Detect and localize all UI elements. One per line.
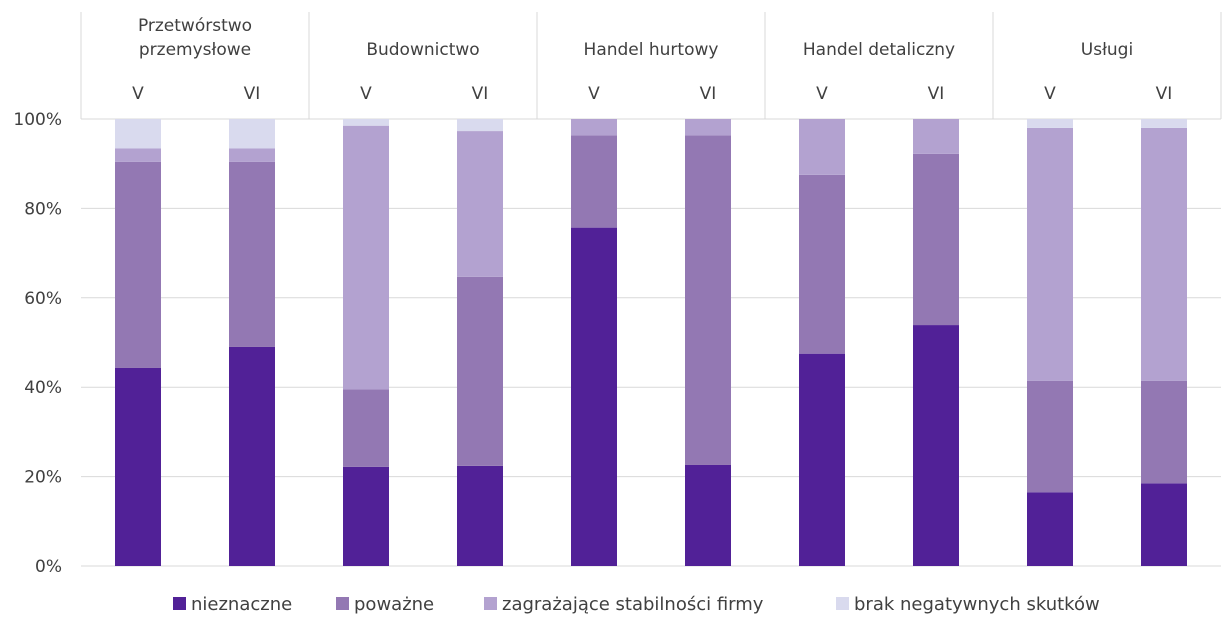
bar-sub-label: VI	[472, 84, 489, 104]
y-tick-label: 20%	[24, 468, 62, 488]
bar-segment	[799, 119, 845, 175]
legend-swatch	[336, 597, 349, 610]
bar-sub-label: V	[588, 84, 600, 104]
bar-segment	[115, 148, 161, 162]
group-label: Handel hurtowy	[584, 40, 719, 60]
bar-segment	[229, 161, 275, 347]
bar-segment	[1027, 127, 1073, 381]
bar-sub-label: V	[360, 84, 372, 104]
bar-segment	[913, 325, 959, 566]
group-label: przemysłowe	[139, 40, 251, 60]
bar-segment	[1141, 380, 1187, 484]
bar-sub-label: V	[132, 84, 144, 104]
y-tick-label: 80%	[24, 199, 62, 219]
bar-segment	[685, 119, 731, 136]
legend-label: poważne	[354, 594, 434, 615]
bar-segment	[1141, 483, 1187, 566]
bar-sub-label: V	[1044, 84, 1056, 104]
bar-segment	[115, 367, 161, 566]
bar-segment	[229, 346, 275, 566]
bar-segment	[1027, 380, 1073, 493]
group-label: Usługi	[1081, 40, 1133, 60]
bar-segment	[685, 464, 731, 566]
y-axis: 0% 20% 40% 60% 80% 100%	[13, 110, 62, 577]
legend-swatch	[173, 597, 186, 610]
bar-segment	[799, 353, 845, 566]
bar-segment	[1141, 127, 1187, 381]
y-tick-label: 100%	[13, 110, 62, 130]
legend-label: brak negatywnych skutków	[854, 594, 1100, 615]
bar-segment	[1027, 119, 1073, 128]
bar-segment	[343, 389, 389, 467]
bar-segment	[115, 119, 161, 149]
bar-segment	[457, 276, 503, 466]
bar-segment	[343, 119, 389, 126]
category-header: Przetwórstwo przemysłowe V VI Budownictwo V VI…	[80, 12, 1222, 119]
bar-segment	[229, 119, 275, 149]
bar-segment	[229, 148, 275, 162]
y-tick-label: 0%	[35, 557, 62, 577]
legend-label: zagrażające stabilności firmy	[502, 594, 764, 615]
bar-segment	[913, 119, 959, 154]
bar-sub-label: VI	[928, 84, 945, 104]
bar-segment	[1027, 492, 1073, 566]
group-label: Handel detaliczny	[803, 40, 955, 60]
bar-segment	[913, 153, 959, 326]
bar-segment	[457, 465, 503, 566]
bar-sub-label: VI	[700, 84, 717, 104]
bar-segment	[457, 131, 503, 277]
bar-segment	[685, 135, 731, 465]
bar-segment	[571, 119, 617, 136]
bar-sub-label: VI	[244, 84, 261, 104]
bar-segment	[457, 119, 503, 132]
legend-swatch	[836, 597, 849, 610]
bars	[115, 119, 1187, 566]
bar-segment	[115, 161, 161, 368]
group-label: Przetwórstwo	[138, 16, 252, 36]
bar-segment	[1141, 119, 1187, 128]
bar-sub-label: V	[816, 84, 828, 104]
bar-segment	[571, 135, 617, 228]
bar-segment	[799, 174, 845, 354]
y-tick-label: 60%	[24, 289, 62, 309]
bar-segment	[343, 125, 389, 390]
y-tick-label: 40%	[24, 378, 62, 398]
legend-swatch	[484, 597, 497, 610]
legend: nieznaczne poważne zagrażające stabilności…	[173, 594, 1100, 615]
legend-label: nieznaczne	[191, 594, 292, 615]
group-label: Budownictwo	[366, 40, 479, 60]
bar-sub-label: VI	[1156, 84, 1173, 104]
bar-segment	[343, 466, 389, 566]
bar-segment	[571, 227, 617, 566]
